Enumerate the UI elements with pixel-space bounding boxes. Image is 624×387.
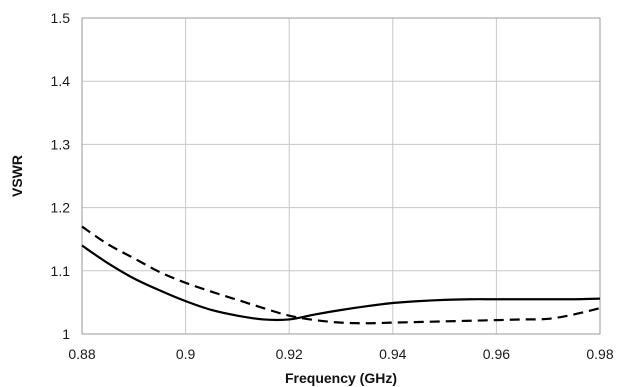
series-line-solid	[81, 244, 601, 322]
series-layer	[81, 225, 601, 325]
y-tick-label: 1.1	[51, 263, 71, 279]
y-tick-label: 1.4	[51, 73, 71, 89]
x-tick-label: 0.94	[379, 346, 406, 362]
y-tick-label: 1.3	[51, 136, 71, 152]
x-tick-label: 0.9	[176, 346, 196, 362]
x-tick-labels: 0.88 0.9 0.92 0.94 0.96 0.98	[68, 346, 613, 362]
x-tick-label: 0.96	[483, 346, 510, 362]
x-tick-label: 0.98	[586, 346, 613, 362]
plot-border	[81, 17, 601, 335]
x-axis-title: Frequency (GHz)	[285, 370, 397, 386]
y-axis-title: VSWR	[9, 155, 25, 197]
x-tick-label: 0.92	[276, 346, 303, 362]
y-tick-label: 1.5	[51, 10, 71, 26]
y-tick-label: 1.2	[51, 200, 71, 216]
series-line-dashed	[81, 225, 601, 325]
y-tick-labels: 1 1.1 1.2 1.3 1.4 1.5	[51, 10, 71, 342]
y-tick-label: 1	[62, 326, 70, 342]
plot-area	[82, 18, 600, 334]
x-tick-label: 0.88	[68, 346, 95, 362]
